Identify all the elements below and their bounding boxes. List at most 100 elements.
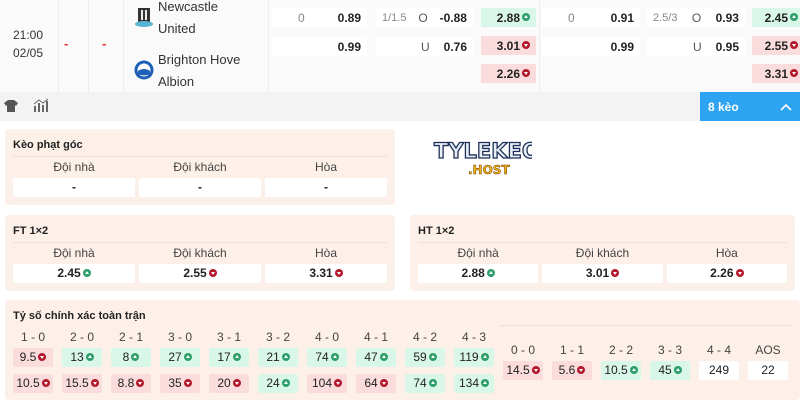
ft-under[interactable]: U 0.76: [376, 37, 473, 56]
arrow-down-icon: [790, 40, 798, 49]
score-odds-cell[interactable]: 59: [405, 348, 445, 367]
ht-over[interactable]: 2.5/3 O 0.93: [647, 8, 745, 27]
odds-cell[interactable]: 2.55: [139, 264, 261, 283]
odds-value: 104: [311, 376, 333, 390]
more-markets-button[interactable]: 8 kèo: [700, 92, 800, 121]
brighton-crest-icon: [134, 60, 154, 83]
arrow-down-icon: [577, 365, 586, 374]
ft-over[interactable]: 1/1.5 O -0.88: [376, 8, 473, 27]
odds-value: 13: [70, 350, 84, 364]
score-odds-cell[interactable]: 22: [748, 361, 788, 380]
odds-1x2-cell[interactable]: 2.26: [481, 64, 536, 83]
odds-value: 27: [168, 350, 182, 364]
odds-value: 3.31: [764, 66, 788, 81]
ht-under[interactable]: U 0.95: [647, 37, 745, 56]
score-odds-cell[interactable]: 5.6: [552, 361, 592, 380]
odds-1x2-cell[interactable]: 2.55: [752, 36, 800, 55]
over-label: O: [418, 10, 428, 25]
score-odds-cell[interactable]: 13: [62, 348, 102, 367]
score-label: 2 - 2: [608, 343, 633, 357]
divider: [58, 0, 59, 92]
score-odds-cell[interactable]: 74: [405, 374, 445, 393]
ou-line: 1/1.5: [382, 11, 407, 24]
odds-value: 2.88: [496, 10, 520, 25]
score-label: 2 - 0: [69, 330, 94, 344]
score-odds-cell[interactable]: 8: [111, 348, 151, 367]
score-label: 4 - 0: [314, 330, 339, 344]
odds-cell[interactable]: 2.26: [666, 264, 787, 283]
watermark-logo: TYLEKEO .HOST: [432, 128, 540, 178]
odds-value: 10.5: [16, 376, 40, 390]
score-odds-cell[interactable]: 15.5: [62, 374, 102, 393]
score-odds-cell[interactable]: 10.5: [13, 374, 53, 393]
arrow-up-icon: [428, 378, 437, 387]
odds-cell[interactable]: 3.01: [542, 264, 663, 283]
arrow-down-icon: [183, 378, 192, 387]
arrow-down-icon: [334, 268, 343, 277]
ht-handicap-away[interactable]: 0.99: [542, 37, 640, 56]
odds-value: 0.91: [610, 10, 634, 25]
score-odds-cell[interactable]: 20: [209, 374, 249, 393]
odds-1x2-cell[interactable]: 2.88: [481, 8, 536, 27]
ft-handicap-away[interactable]: 0.99: [272, 37, 367, 56]
arrow-up-icon: [481, 378, 490, 387]
odds-value: 2.55: [183, 266, 207, 280]
stats-icon[interactable]: [33, 98, 49, 116]
odds-value: 5.6: [558, 363, 576, 377]
odds-value: 22: [761, 363, 775, 377]
score-odds-cell[interactable]: 47: [356, 348, 396, 367]
arrow-down-icon: [522, 40, 530, 49]
odds-cell[interactable]: 2.88: [418, 264, 539, 283]
odds-cell[interactable]: -: [139, 178, 261, 197]
ht-handicap-home[interactable]: 0 0.91: [542, 8, 640, 27]
score-odds-cell[interactable]: 21: [258, 348, 298, 367]
odds-cell[interactable]: 2.45: [13, 264, 135, 283]
score-odds-cell[interactable]: 104: [307, 374, 347, 393]
odds-value: 8.8: [117, 376, 135, 390]
score-odds-cell[interactable]: 119: [454, 348, 494, 367]
odds-cell[interactable]: -: [13, 178, 135, 197]
home-team-line2: United: [158, 21, 196, 36]
divider: [13, 242, 387, 243]
ft-handicap-home[interactable]: 0 0.89: [272, 8, 367, 27]
score-odds-cell[interactable]: 249: [699, 361, 739, 380]
arrow-down-icon: [90, 378, 99, 387]
arrow-up-icon: [330, 352, 339, 361]
score-odds-cell[interactable]: 17: [209, 348, 249, 367]
odds-cell[interactable]: 3.31: [265, 264, 387, 283]
arrow-up-icon: [232, 352, 241, 361]
home-team-name[interactable]: Newcastle United: [158, 0, 218, 40]
score-odds-cell[interactable]: 134: [454, 374, 494, 393]
arrow-up-icon: [82, 268, 91, 277]
ft-1x2-panel: FT 1×2 Đội nhà 2.45 Đội khách 2.55 Hòa 3.31: [5, 215, 395, 291]
score-label: 1 - 1: [559, 343, 584, 357]
score-odds-cell[interactable]: 74: [307, 348, 347, 367]
score-odds-cell[interactable]: 9.5: [13, 348, 53, 367]
score-odds-cell[interactable]: 14.5: [503, 361, 543, 380]
away-team-name[interactable]: Brighton Hove Albion: [158, 49, 240, 93]
score-odds-cell[interactable]: 8.8: [111, 374, 151, 393]
odds-1x2-cell[interactable]: 2.45: [752, 8, 800, 27]
score-odds-cell[interactable]: 24: [258, 374, 298, 393]
odds-value: 15.5: [65, 376, 89, 390]
score-label: AOS: [755, 343, 781, 357]
odds-value: 3.01: [585, 266, 610, 280]
score-odds-cell[interactable]: 45: [650, 361, 690, 380]
score-odds-cell[interactable]: 64: [356, 374, 396, 393]
score-odds-cell[interactable]: 27: [160, 348, 200, 367]
odds-value: 2.26: [710, 266, 734, 280]
score-label: 3 - 2: [265, 330, 290, 344]
column-header: Đội nhà: [53, 160, 95, 174]
ht-1x2-panel: HT 1×2 Đội nhà 2.88 Đội khách 3.01 Hòa 2.26: [410, 215, 795, 291]
corner-kick-panel: Kèo phạt góc Đội nhà - Đội khách - Hòa -: [5, 129, 395, 205]
odds-value: 35: [168, 376, 182, 390]
odds-1x2-cell[interactable]: 3.31: [752, 64, 800, 83]
score-odds-cell[interactable]: 10.5: [601, 361, 641, 380]
arrow-up-icon: [379, 352, 388, 361]
newcastle-crest-icon: [134, 6, 154, 31]
odds-1x2-cell[interactable]: 3.01: [481, 36, 536, 55]
jersey-icon[interactable]: [4, 99, 18, 116]
odds-cell[interactable]: -: [265, 178, 387, 197]
score-label: 3 - 1: [216, 330, 241, 344]
score-odds-cell[interactable]: 35: [160, 374, 200, 393]
